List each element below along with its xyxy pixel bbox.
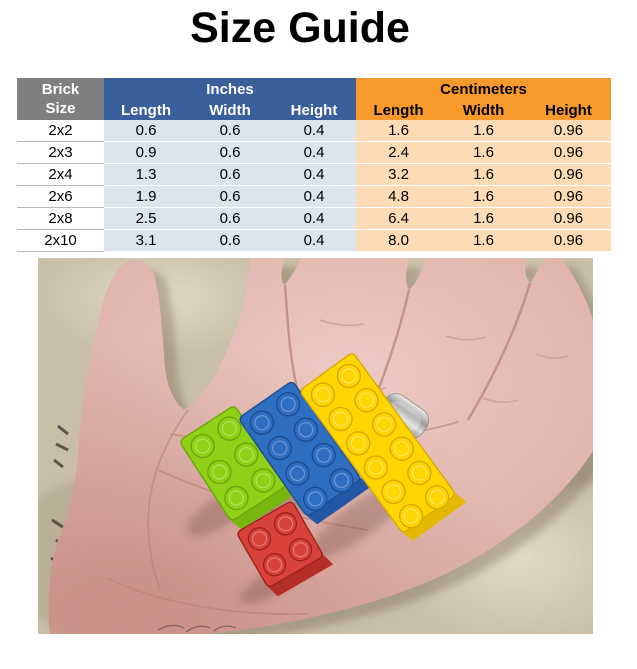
cm-height-cell: 0.96 <box>526 164 611 185</box>
cm-width-cell: 1.6 <box>441 142 526 163</box>
inches-length-cell: 1.3 <box>104 164 188 185</box>
inches-length-cell: 3.1 <box>104 230 188 251</box>
wrist-hair <box>157 624 237 633</box>
cm-width-cell: 1.6 <box>441 230 526 251</box>
cm-width-cell: 1.6 <box>441 208 526 229</box>
cm-length-cell: 2.4 <box>356 142 441 163</box>
inches-height-cell: 0.4 <box>272 120 356 141</box>
cm-height-cell: 0.96 <box>526 186 611 207</box>
inches-length-cell: 0.9 <box>104 142 188 163</box>
cm-height-cell: 0.96 <box>526 142 611 163</box>
brick-size-cell: 2x10 <box>17 230 104 252</box>
red-brick <box>237 501 334 597</box>
inches-height-cell: 0.4 <box>272 186 356 207</box>
inches-height-header: Height <box>272 100 356 120</box>
cm-width-header: Width <box>441 100 526 120</box>
photo <box>8 238 637 648</box>
inches-length-cell: 1.9 <box>104 186 188 207</box>
inches-width-cell: 0.6 <box>188 186 272 207</box>
cm-height-cell: 0.96 <box>526 120 611 141</box>
inches-height-cell: 0.4 <box>272 142 356 163</box>
inches-width-cell: 0.6 <box>188 208 272 229</box>
inches-length-header: Length <box>104 100 188 120</box>
inches-width-cell: 0.6 <box>188 120 272 141</box>
size-table: Brick Size Inches Centimeters Length Wid… <box>17 78 611 252</box>
page-title: Size Guide <box>190 4 410 52</box>
brick-size-cell: 2x8 <box>17 208 104 230</box>
inches-height-cell: 0.4 <box>272 208 356 229</box>
cm-height-cell: 0.96 <box>526 230 611 251</box>
inches-width-cell: 0.6 <box>188 230 272 251</box>
cm-length-cell: 4.8 <box>356 186 441 207</box>
brick-size-cell: 2x6 <box>17 186 104 208</box>
cm-length-cell: 3.2 <box>356 164 441 185</box>
cm-width-cell: 1.6 <box>441 164 526 185</box>
cm-length-cell: 8.0 <box>356 230 441 251</box>
inches-group-header: Inches <box>104 78 356 100</box>
brick-size-cell: 2x3 <box>17 142 104 164</box>
blue-brick <box>239 381 372 525</box>
cm-length-cell: 6.4 <box>356 208 441 229</box>
inches-length-cell: 0.6 <box>104 120 188 141</box>
yellow-brick <box>300 353 467 541</box>
inches-height-cell: 0.4 <box>272 230 356 251</box>
inches-width-cell: 0.6 <box>188 142 272 163</box>
cm-length-cell: 1.6 <box>356 120 441 141</box>
inches-height-cell: 0.4 <box>272 164 356 185</box>
brick-size-cell: 2x4 <box>17 164 104 186</box>
inches-length-cell: 2.5 <box>104 208 188 229</box>
brick-size-cell: 2x2 <box>17 120 104 142</box>
cm-height-header: Height <box>526 100 611 120</box>
cm-width-cell: 1.6 <box>441 120 526 141</box>
inches-width-cell: 0.6 <box>188 164 272 185</box>
cm-length-header: Length <box>356 100 441 120</box>
cm-height-cell: 0.96 <box>526 208 611 229</box>
cm-width-cell: 1.6 <box>441 186 526 207</box>
centimeters-group-header: Centimeters <box>356 78 611 100</box>
brick-size-header: Brick Size <box>17 78 104 120</box>
green-brick <box>180 406 297 530</box>
inches-width-header: Width <box>188 100 272 120</box>
hand-with-bricks-photo <box>8 238 637 648</box>
